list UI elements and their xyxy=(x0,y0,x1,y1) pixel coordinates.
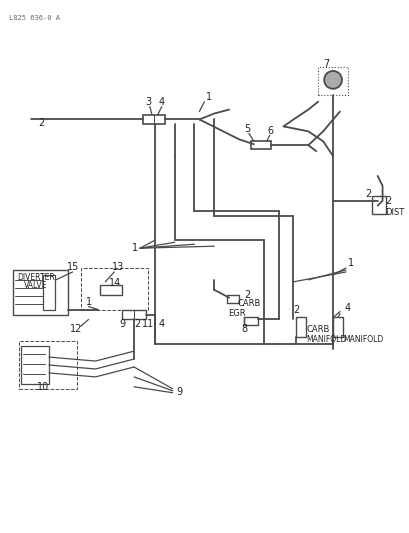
Bar xyxy=(13,270,67,314)
Text: DIVERTER: DIVERTER xyxy=(17,273,55,282)
Text: 10: 10 xyxy=(37,382,49,392)
Text: 4: 4 xyxy=(344,303,350,312)
Text: 1: 1 xyxy=(347,258,353,268)
Text: 14: 14 xyxy=(109,278,121,288)
Text: MANIFOLD: MANIFOLD xyxy=(342,335,382,344)
Bar xyxy=(227,295,238,303)
Text: CARB: CARB xyxy=(306,325,329,334)
Text: 8: 8 xyxy=(240,325,246,334)
Text: 13: 13 xyxy=(112,262,124,272)
Text: CARB: CARB xyxy=(237,299,260,308)
Bar xyxy=(122,310,146,319)
Text: L825 636-0 A: L825 636-0 A xyxy=(9,14,60,21)
Text: 2: 2 xyxy=(38,118,44,128)
Text: MANIFOLD: MANIFOLD xyxy=(306,335,346,344)
Text: 4: 4 xyxy=(158,96,164,107)
Text: 1: 1 xyxy=(85,297,91,306)
Text: 15: 15 xyxy=(66,262,79,272)
Text: 11: 11 xyxy=(142,319,154,329)
Text: 6: 6 xyxy=(267,126,273,136)
Bar xyxy=(21,346,49,384)
Circle shape xyxy=(324,71,341,89)
Bar xyxy=(332,318,342,337)
Bar xyxy=(81,268,148,310)
Text: 12: 12 xyxy=(69,325,82,334)
Text: 1: 1 xyxy=(206,92,212,102)
Bar xyxy=(43,275,55,310)
Bar xyxy=(143,115,164,124)
Bar xyxy=(371,196,384,214)
Text: 2: 2 xyxy=(365,189,371,199)
Text: 2: 2 xyxy=(134,319,140,329)
Text: EGR: EGR xyxy=(228,309,245,318)
Text: DIST: DIST xyxy=(384,208,404,217)
Text: 5: 5 xyxy=(243,124,249,134)
Text: 9: 9 xyxy=(176,387,182,397)
Text: 2: 2 xyxy=(292,304,299,314)
Bar xyxy=(250,141,270,149)
Bar xyxy=(317,67,347,95)
Text: VALVE: VALVE xyxy=(24,281,47,290)
Bar xyxy=(296,318,306,337)
Text: 7: 7 xyxy=(322,59,328,69)
Text: 4: 4 xyxy=(158,319,164,329)
Text: 3: 3 xyxy=(144,96,151,107)
Text: 9: 9 xyxy=(119,319,125,329)
Bar xyxy=(243,318,257,326)
Bar xyxy=(19,341,76,389)
Text: 2: 2 xyxy=(243,290,249,300)
Bar xyxy=(100,285,122,295)
Text: 1: 1 xyxy=(132,243,138,253)
Text: 2: 2 xyxy=(384,196,391,206)
